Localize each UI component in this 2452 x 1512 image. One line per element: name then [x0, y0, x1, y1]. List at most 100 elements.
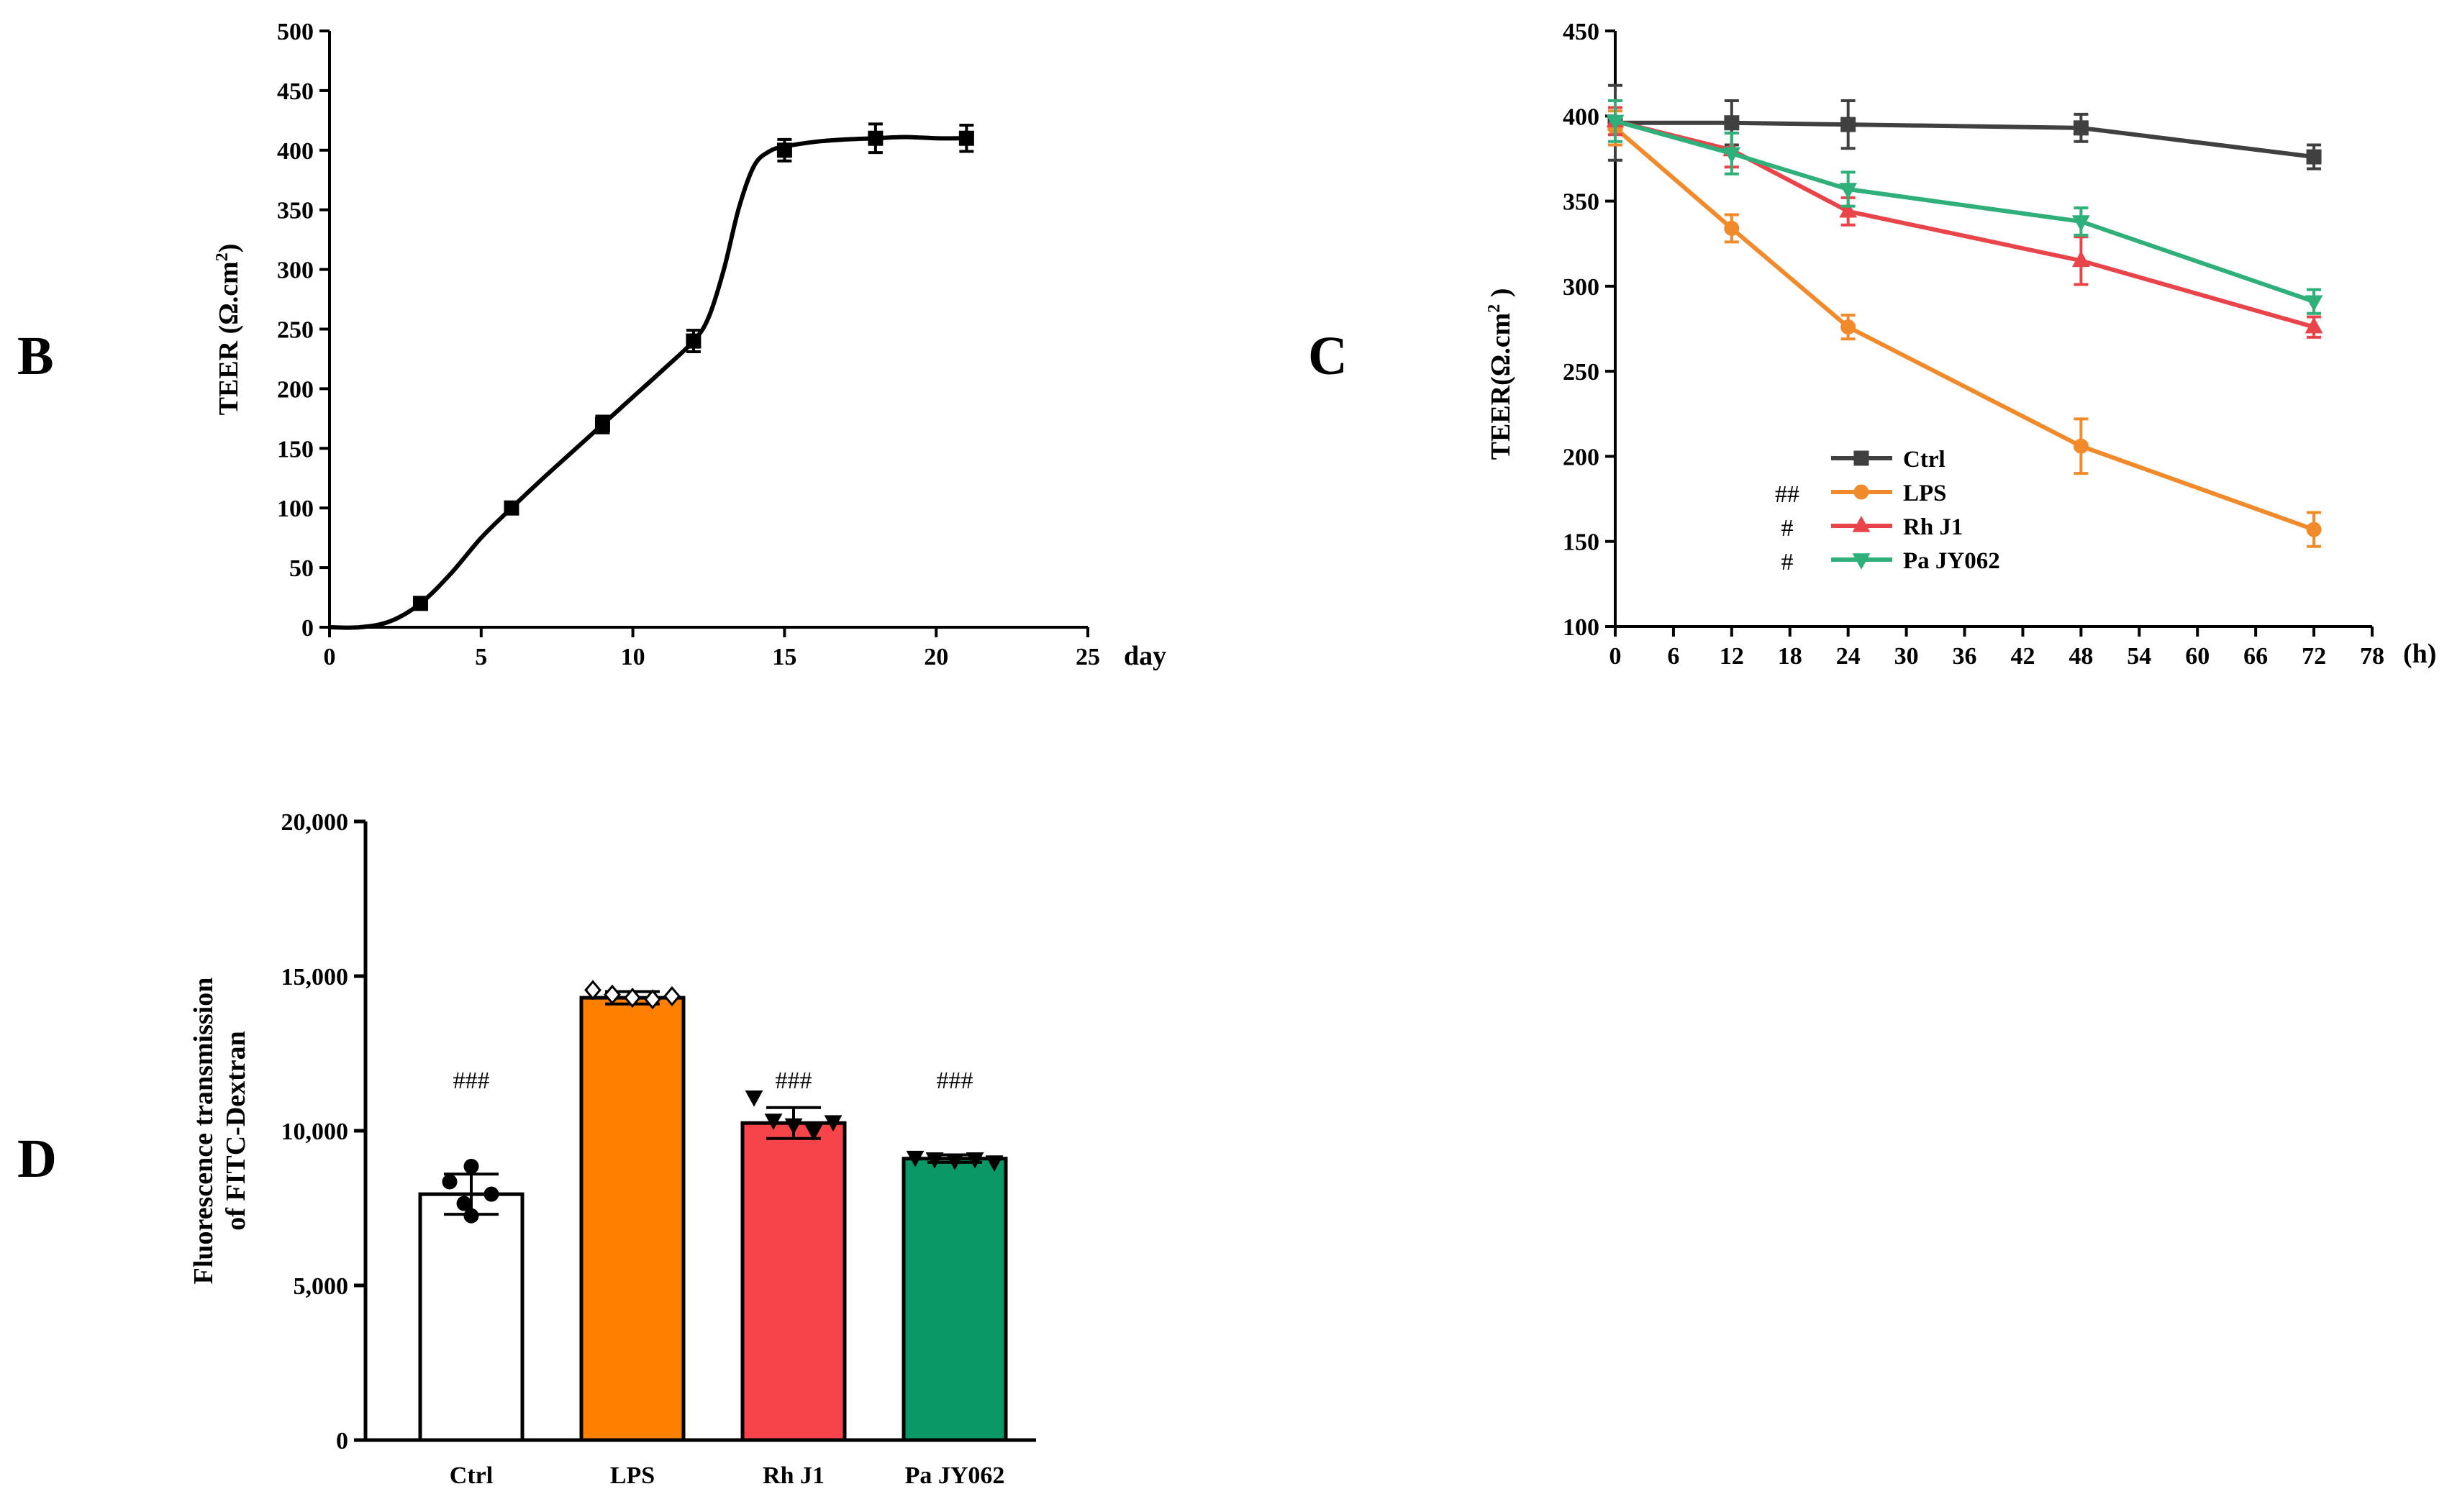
x-tick-label-rh-j1: Rh J1 [763, 1462, 825, 1489]
x-tick-label-lps: LPS [610, 1462, 655, 1489]
bar-rh-j1 [740, 1121, 847, 1442]
y-tick-label: 15,000 [281, 964, 349, 990]
y-tick-label: 150 [1563, 529, 1599, 556]
data-point-lps [1724, 220, 1740, 236]
data-point-rh-j1 [1839, 201, 1858, 218]
bar-ctrl [418, 1192, 525, 1442]
x-tick-label: 12 [1720, 643, 1744, 670]
x-tick-label: 0 [324, 644, 336, 670]
dot-ctrl [456, 1196, 472, 1211]
legend-marker-pa-jy062 [1852, 553, 1871, 570]
dot-ctrl [442, 1174, 458, 1190]
y-tick-label: 300 [277, 258, 314, 284]
y-tick-label: 450 [277, 78, 314, 105]
dot-ctrl [483, 1186, 499, 1202]
y-tick-label: 200 [277, 376, 314, 403]
data-point-pa-jy062 [2071, 215, 2090, 232]
legend-label-rh-j1: Rh J1 [1903, 514, 1963, 540]
dot-rh-j1 [745, 1090, 763, 1107]
data-point-ctrl [1724, 115, 1740, 131]
data-point [594, 416, 610, 432]
x-tick-label: 18 [1778, 643, 1802, 670]
data-point-rh-j1 [2305, 316, 2323, 334]
x-tick-label: 15 [772, 644, 796, 670]
x-tick-label: 10 [621, 644, 645, 670]
dot-rh-j1 [784, 1118, 803, 1135]
y-tick-label: 450 [1563, 19, 1599, 45]
dot-pa-jy062 [906, 1150, 925, 1167]
x-axis-title: (h) [2403, 639, 2436, 669]
y-tick-label: 350 [1563, 189, 1599, 216]
y-axis-title: TEER (Ω.cm2) [213, 244, 244, 416]
data-point-pa-jy062 [1839, 183, 1858, 199]
data-point-pa-jy062 [1606, 114, 1625, 132]
data-point-ctrl [1840, 117, 1856, 132]
data-point-lps [2073, 438, 2089, 454]
series-line-pa-jy062 [1615, 119, 2315, 304]
data-point [504, 500, 519, 516]
y-tick-label: 150 [277, 436, 314, 463]
x-tick-label: 78 [2360, 643, 2384, 670]
legend-marker-rh-j1 [1852, 516, 1871, 532]
y-tick-label: 20,000 [281, 809, 349, 836]
chart-b-teer-days: 0 50 100 150 200 250 300 350 400 450 500 0 5 10 15 20 25… [213, 19, 1166, 671]
x-tick-label: 6 [1667, 643, 1679, 670]
y-tick-label: 10,000 [281, 1119, 349, 1145]
y-axis-title-line1: Fluorescence transmission [189, 978, 219, 1285]
dot-ctrl [463, 1158, 479, 1174]
y-tick-label: 200 [1563, 444, 1599, 470]
dot-lps [584, 980, 601, 1001]
dot-pa-jy062 [945, 1154, 964, 1170]
y-tick-label: 5,000 [294, 1273, 349, 1300]
y-tick-label: 100 [277, 496, 314, 522]
significance-rh-j1: ### [776, 1067, 812, 1094]
data-point [958, 130, 974, 146]
dot-ctrl [463, 1208, 479, 1224]
data-point-ctrl [2073, 120, 2089, 136]
x-tick-label: 72 [2302, 643, 2326, 670]
chart-c-teer-hours: 100 150 200 250 300 350 400 450 0 6 12 18 24 30 36 42 48… [1485, 19, 2436, 670]
dot-lps [604, 984, 621, 1005]
data-point-lps [1840, 319, 1856, 335]
y-tick-label: 500 [277, 19, 314, 45]
y-tick-label: 0 [336, 1428, 348, 1454]
legend-marker-lps [1853, 484, 1869, 500]
significance-pa-jy062: # [1781, 549, 1794, 575]
x-tick-label: 60 [2185, 643, 2210, 670]
data-point [776, 142, 792, 158]
dot-pa-jy062 [985, 1155, 1004, 1172]
dot-lps [644, 989, 661, 1010]
x-tick-label: 54 [2127, 643, 2151, 670]
data-point-ctrl [2306, 149, 2322, 165]
significance-rh-j1: # [1781, 515, 1794, 542]
bar-pa-jy062 [902, 1157, 1008, 1442]
dot-pa-jy062 [925, 1152, 944, 1169]
data-point [412, 596, 428, 611]
x-tick-label: 30 [1894, 643, 1919, 670]
x-tick-label: 66 [2243, 643, 2268, 670]
y-axis-title-line2: of FITC-Dextran [221, 1031, 251, 1231]
dot-pa-jy062 [966, 1152, 984, 1169]
y-tick-label: 100 [1563, 614, 1599, 641]
dot-lps [624, 988, 641, 1008]
x-tick-label: 20 [924, 644, 948, 670]
data-point [686, 333, 701, 349]
y-tick-label: 400 [277, 138, 314, 165]
x-tick-label: 36 [1953, 643, 1977, 670]
data-point-lps [2306, 522, 2322, 537]
x-tick-label: 5 [475, 644, 487, 670]
x-tick-label: 24 [1836, 643, 1861, 670]
significance-lps: ## [1775, 481, 1799, 508]
x-tick-label: 0 [1609, 643, 1622, 670]
legend-label-ctrl: Ctrl [1903, 447, 1945, 473]
significance-pa-jy062: ### [937, 1067, 973, 1094]
x-tick-label: 25 [1076, 644, 1100, 670]
data-point-pa-jy062 [1722, 147, 1741, 164]
x-axis-title: day [1124, 641, 1166, 671]
legend-label-pa-jy062: Pa JY062 [1903, 548, 2000, 574]
series-line-lps [1614, 126, 2315, 532]
y-axis-title: TEER(Ω.cm2 ) [1485, 288, 1516, 460]
panel-label-b: B [17, 326, 54, 386]
legend-marker-ctrl [1853, 450, 1869, 466]
